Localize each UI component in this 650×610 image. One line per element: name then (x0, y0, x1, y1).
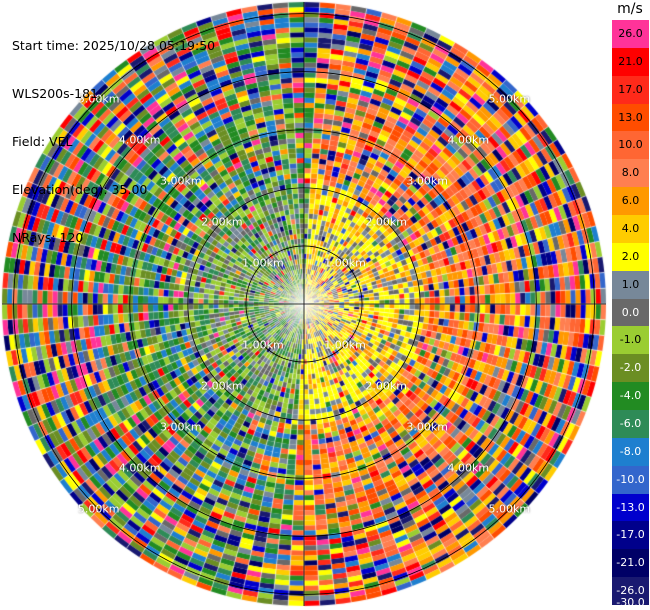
range-ring-label: 5.00km (488, 502, 531, 516)
range-ring-label: 2.00km (365, 379, 407, 393)
range-ring-label: 2.00km (365, 215, 407, 229)
colorbar-segment (612, 382, 649, 411)
elevation: Elevation(deg): 35.00 (12, 182, 148, 197)
range-ring-label: 3.00km (160, 174, 202, 188)
range-ring-label: 4.00km (447, 133, 490, 147)
range-ring-label: 1.00km (324, 338, 366, 352)
range-ring-label: 1.00km (324, 256, 366, 270)
colorbar-tick-label: 1.0 (621, 277, 640, 291)
velocity-ppi-canvas (0, 0, 610, 610)
range-ring-label: 5.00km (77, 92, 120, 106)
range-ring-label: 1.00km (242, 338, 284, 352)
colorbar-tick-label: 21.0 (618, 54, 643, 68)
nrays: NRays: 120 (12, 230, 84, 245)
colorbar-segment (612, 47, 649, 77)
colorbar-segment (612, 215, 649, 244)
colorbar-segment (612, 20, 649, 49)
colorbar-tick-label: -26.0 (616, 584, 645, 598)
colorbar-segment (612, 521, 649, 550)
range-ring-label: 2.00km (201, 215, 243, 229)
colorbar-segment (612, 326, 649, 355)
colorbar-segment (612, 410, 649, 439)
colorbar-bottom-label: -30.0 (616, 596, 645, 609)
range-ring-label: 1.00km (242, 256, 284, 270)
colorbar-tick-label: -2.0 (619, 361, 642, 375)
site-name: WLS200s-181 (12, 86, 98, 101)
colorbar-segment (612, 159, 649, 188)
colorbar-tick-label: 13.0 (618, 110, 643, 124)
colorbar-segment (612, 75, 649, 105)
colorbar-segment (612, 437, 649, 467)
range-ring-label: 4.00km (447, 461, 490, 475)
colorbar-segment (612, 131, 649, 160)
start-time: Start time: 2025/10/28 05:19:50 (12, 38, 216, 53)
colorbar-tick-label: 2.0 (621, 249, 640, 263)
colorbar-tick-label: 0.0 (621, 305, 640, 319)
range-ring-label: 3.00km (406, 174, 448, 188)
colorbar-tick-label: 6.0 (621, 194, 640, 208)
colorbar-segment (612, 354, 649, 383)
range-ring-label: 4.00km (118, 461, 161, 475)
colorbar-segment (612, 298, 649, 327)
colorbar-segment (612, 493, 649, 522)
colorbar-segment (612, 577, 649, 606)
colorbar-tick-label: -4.0 (619, 389, 642, 403)
colorbar-segment (612, 103, 649, 132)
field-name: Field: VEL (12, 134, 73, 149)
colorbar-tick-label: -13.0 (616, 500, 645, 514)
colorbar-segment (612, 187, 649, 216)
colorbar-tick-label: -17.0 (616, 528, 645, 542)
range-ring-label: 2.00km (201, 379, 243, 393)
colorbar-tick-label: -6.0 (619, 416, 642, 430)
range-ring-label: 5.00km (77, 502, 120, 516)
range-ring-label: 3.00km (160, 420, 202, 434)
colorbar-tick-label: 10.0 (618, 138, 643, 152)
velocity-colorbar: m/s 26.0 21.0 17.0 13.0 10.0 8.0 6.0 4.0 2.0 1.0 0… (610, 0, 650, 610)
colorbar-tick-label: -21.0 (616, 556, 645, 570)
scan-info: Start time: 2025/10/28 05:19:50 WLS200s-… (12, 6, 215, 262)
colorbar-segment (612, 270, 649, 300)
colorbar-tick-label: 4.0 (621, 221, 640, 235)
ppi-plot: 1.00km 1.00km 1.00km 1.00km 2.00km 2.00km 2.00… (0, 0, 610, 610)
colorbar-scale: 26.0 21.0 17.0 13.0 10.0 8.0 6.0 4.0 2.0 1.0 0.0 -1… (612, 20, 649, 609)
colorbar-tick-label: -10.0 (616, 472, 645, 486)
colorbar-segment (612, 465, 649, 495)
colorbar-segment (612, 242, 649, 272)
colorbar-tick-label: 17.0 (618, 82, 643, 96)
range-ring-label: 3.00km (406, 420, 448, 434)
range-ring-grid (2, 2, 606, 606)
colorbar-tick-label: -8.0 (619, 444, 642, 458)
colorbar-tick-label: 8.0 (621, 166, 640, 180)
colorbar-tick-label: -1.0 (619, 333, 642, 347)
range-ring-label: 5.00km (488, 92, 531, 106)
colorbar-tick-label: 26.0 (618, 26, 643, 40)
range-ring-label: 4.00km (118, 133, 161, 147)
colorbar-segment (612, 549, 649, 578)
colorbar-unit: m/s (617, 1, 643, 17)
